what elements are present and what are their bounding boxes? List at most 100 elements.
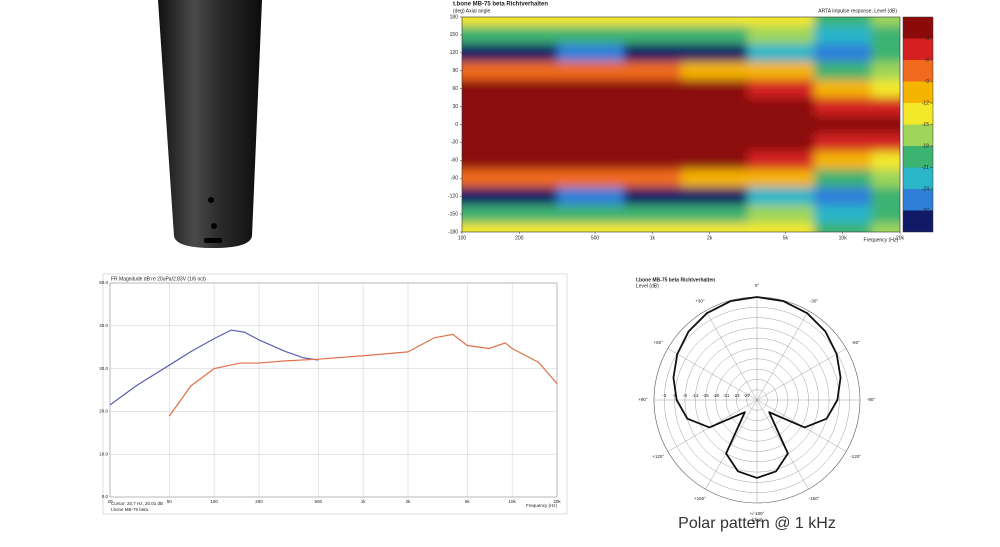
- y-tick-label: 30.0: [99, 366, 108, 371]
- heatmap-cell: [462, 187, 492, 206]
- heatmap-cell: [681, 79, 749, 99]
- x-tick-label: 100: [210, 499, 218, 504]
- heatmap-cell: [557, 79, 625, 99]
- heatmap-cell: [814, 97, 872, 117]
- r-tick-label: -18: [713, 393, 720, 398]
- theta-tick-label: -30°: [810, 298, 819, 303]
- y-tick-label: -90: [451, 176, 458, 182]
- colorbar-band: [903, 81, 933, 103]
- y-tick-label: -180: [448, 229, 458, 235]
- heatmap-cell: [747, 169, 815, 188]
- heatmap-cell: [681, 17, 749, 27]
- colorbar-tick-label: -9: [925, 79, 930, 85]
- heatmap-cell: [490, 97, 558, 117]
- heatmap-cell: [557, 61, 625, 81]
- heatmap-cell: [747, 115, 815, 134]
- theta-tick-label: +90°: [638, 397, 648, 402]
- colorbar-tick-label: -27: [922, 208, 929, 214]
- colorbar-band: [903, 189, 933, 211]
- colorbar-tick-label: -6: [925, 57, 930, 63]
- heatmap-cell: [681, 43, 749, 63]
- heatmap-cell: [871, 17, 900, 27]
- chart-title: t.bone MB-75 beta Richtverhalten: [636, 277, 715, 283]
- heatmap-cell: [871, 25, 900, 45]
- heatmap-cell: [814, 79, 872, 99]
- y-tick-label: -60: [451, 158, 458, 164]
- heatmap-cell: [623, 223, 682, 232]
- heatmap-cell: [462, 25, 492, 45]
- theta-tick-label: -60°: [852, 340, 861, 345]
- heatmap-cell: [814, 25, 872, 45]
- y-tick-label: 90: [452, 68, 458, 74]
- heatmap-cell: [490, 61, 558, 81]
- y-tick-label: 20.0: [99, 409, 108, 414]
- response-panel: [102, 273, 568, 515]
- heatmap-cell: [681, 223, 749, 232]
- theta-tick-label: +30°: [695, 298, 705, 303]
- heatmap-cell: [462, 115, 492, 134]
- heatmap-cell: [490, 187, 558, 206]
- r-tick-label: -12: [692, 393, 699, 398]
- y-tick-label: 150: [450, 32, 459, 38]
- x-tick-label: 5k: [465, 499, 471, 504]
- theta-tick-label: -150°: [809, 496, 820, 501]
- x-tick-label: 200: [255, 499, 263, 504]
- x-tick-label: 20k: [896, 235, 905, 241]
- r-tick-label: -21: [723, 393, 730, 398]
- heatmap-cell: [623, 97, 682, 117]
- x-tick-label: 10k: [509, 499, 517, 504]
- grid-spoke: [756, 310, 809, 401]
- heatmap-cell: [871, 151, 900, 170]
- theta-tick-label: +/-180°: [750, 511, 765, 516]
- colorbar-band: [903, 124, 933, 146]
- x-tick-label: 2k: [406, 499, 412, 504]
- heatmap-cell: [462, 151, 492, 170]
- heatmap-cell: [681, 151, 749, 170]
- heatmap-cell: [557, 43, 625, 63]
- heatmap-cell: [814, 43, 872, 63]
- heatmap-cell: [747, 25, 815, 45]
- theta-tick-label: -90°: [867, 397, 876, 402]
- heatmap-cell: [747, 187, 815, 206]
- x-tick-label: 1k: [650, 235, 656, 241]
- x-tick-label: 50: [167, 499, 173, 504]
- heatmap-cell: [871, 187, 900, 206]
- heatmap-cell: [490, 169, 558, 188]
- heatmap-cell: [623, 61, 682, 81]
- y-tick-label: 180: [450, 14, 459, 20]
- heatmap-cell: [623, 151, 682, 170]
- theta-tick-label: 0°: [755, 283, 760, 288]
- heatmap-cell: [871, 43, 900, 63]
- theta-tick-label: +120°: [652, 454, 664, 459]
- heatmap-cell: [623, 133, 682, 152]
- heatmap-cell: [871, 115, 900, 134]
- heatmap-cell: [557, 115, 625, 134]
- heatmap-cell: [681, 25, 749, 45]
- heatmap-cell: [747, 97, 815, 117]
- heatmap-cell: [747, 205, 815, 224]
- plot-frame: [109, 282, 558, 498]
- heatmap-cell: [623, 25, 682, 45]
- heatmap-cell: [747, 223, 815, 232]
- y-tick-label: 0: [455, 122, 458, 128]
- heatmap-cell: [490, 43, 558, 63]
- colorbar-band: [903, 146, 933, 168]
- y-tick-label: 40.0: [99, 323, 108, 328]
- x-tick-label: 10k: [839, 235, 848, 241]
- heatmap-cell: [557, 187, 625, 206]
- x-tick-label: 100: [458, 235, 467, 241]
- heatmap-cell: [557, 169, 625, 188]
- heatmap-cell: [623, 17, 682, 27]
- heatmap-cell: [871, 79, 900, 99]
- grid-spoke: [756, 399, 809, 490]
- heatmap-cell: [557, 25, 625, 45]
- heatmap-cell: [814, 115, 872, 134]
- heatmap-cell: [747, 43, 815, 63]
- r-tick-label: -3: [662, 393, 666, 398]
- heatmap-cell: [681, 133, 749, 152]
- heatmap-cell: [462, 169, 492, 188]
- heatmap-cell: [871, 97, 900, 117]
- legend-title: ARTA impulse response, Level (dB): [818, 8, 897, 14]
- colorbar-tick-label: -12: [922, 100, 929, 106]
- r-tick-label: -6: [673, 393, 677, 398]
